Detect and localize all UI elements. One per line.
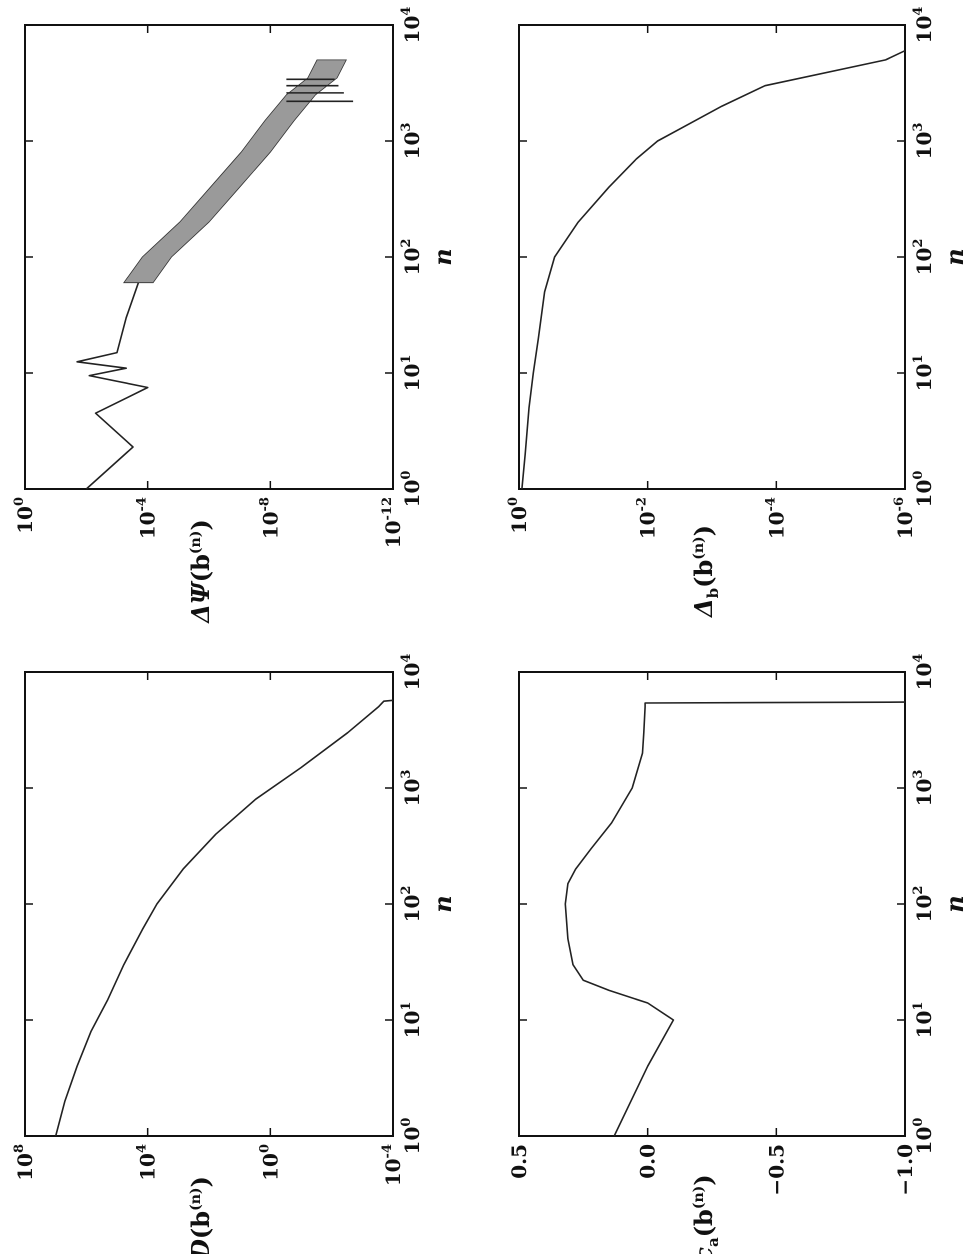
y-tick-label: 10-2 [635, 497, 660, 539]
plot-frame [24, 24, 394, 490]
x-axis-label: n [428, 248, 457, 265]
y-tick-label: −0.5 [764, 1144, 788, 1196]
plot-frame [24, 671, 394, 1137]
y-tick-label: 10-4 [763, 497, 788, 539]
x-tick-label: 103 [399, 770, 424, 807]
x-tick-label: 103 [911, 770, 936, 807]
y-tick-label: −1.0 [893, 1144, 917, 1196]
y-tick-label: 104 [135, 1144, 160, 1181]
x-tick-label: 100 [399, 1118, 424, 1155]
x-tick-label: 104 [911, 654, 936, 691]
series-line [54, 699, 394, 1137]
y-axis-label: D(b(n)) [186, 1176, 215, 1254]
panel-top-left: 100 101 102 103 104 100 10-4 10-8 10-12 n ΔΨ(b(n)) [12, 7, 457, 624]
y-tick-label: 10-4 [135, 497, 160, 539]
series-line [564, 701, 906, 1137]
x-tick-label: 102 [911, 886, 936, 923]
x-tick-label: 104 [399, 7, 424, 44]
y-tick-label: 10-12 [380, 497, 405, 548]
y-axis-label: Δb(b(n)) [689, 525, 722, 618]
x-tick-label: 103 [911, 123, 936, 160]
x-tick-label: 101 [911, 355, 936, 392]
y-tick-label: 100 [506, 497, 531, 534]
plot-frame [518, 24, 906, 490]
x-tick-label: 100 [911, 1118, 936, 1155]
x-tick-label: 100 [911, 471, 936, 508]
y-tick-label: 100 [257, 1144, 282, 1181]
y-tick-label: 108 [12, 1144, 37, 1181]
series-line [521, 49, 906, 490]
series-noise-band [123, 59, 347, 284]
x-tick-label: 101 [399, 355, 424, 392]
y-axis-label: ca(b(n)) [689, 1174, 722, 1254]
y-axis-label: ΔΨ(b(n)) [186, 519, 215, 623]
y-tick-label: 100 [12, 497, 37, 534]
x-tick-label: 101 [911, 1002, 936, 1039]
panel-bottom-right: 100 101 102 103 104 0.5 0.0 −0.5 −1.0 n ca(b(n)) [507, 654, 969, 1254]
x-tick-label: 102 [399, 239, 424, 276]
y-tick-label: 0.0 [636, 1144, 660, 1179]
x-axis-label: n [940, 248, 969, 265]
y-tick-label: 0.5 [507, 1144, 531, 1179]
series-line [76, 59, 333, 490]
plot-frame [518, 671, 906, 1137]
x-tick-label: 100 [399, 471, 424, 508]
panel-top-right: 100 101 102 103 104 100 10-2 10-4 10-6 n Δb(b(n)) [506, 7, 969, 618]
y-tick-label: 10-6 [892, 497, 917, 539]
y-tick-label: 10-8 [257, 497, 282, 539]
x-tick-label: 102 [399, 886, 424, 923]
x-tick-label: 104 [399, 654, 424, 691]
x-axis-label: n [428, 895, 457, 912]
x-tick-label: 103 [399, 123, 424, 160]
x-tick-label: 102 [911, 239, 936, 276]
x-axis-label: n [940, 895, 969, 912]
y-tick-label: 10-4 [380, 1144, 405, 1186]
x-tick-label: 101 [399, 1002, 424, 1039]
x-tick-label: 104 [911, 7, 936, 44]
